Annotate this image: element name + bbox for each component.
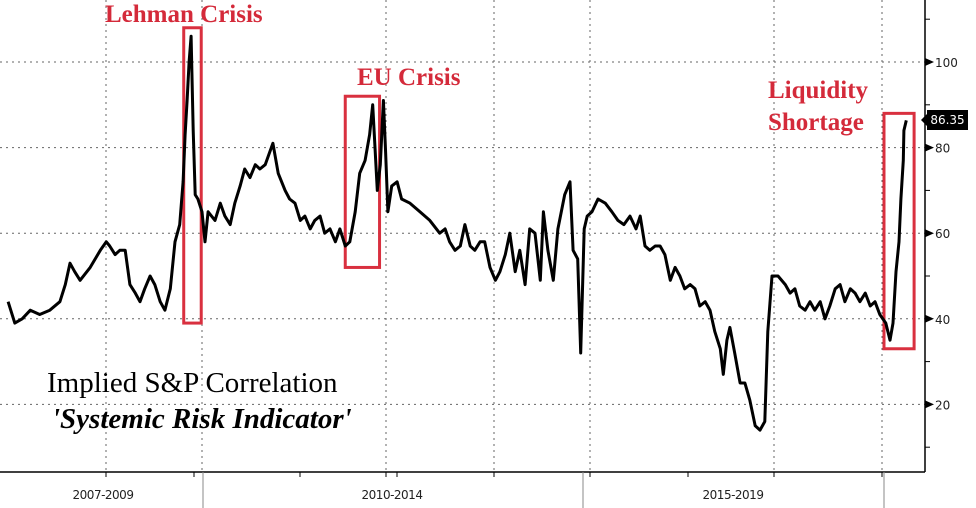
annotation-shortage: Shortage [768,109,864,136]
annotation-liquidity: Liquidity [768,77,869,104]
y-tick-label: 40 [935,313,950,327]
y-axis-ticks: 20 40 60 80 100 [925,18,958,448]
y-tick-label: 80 [935,142,950,156]
x-period-label: 2010-2014 [361,488,423,502]
chart-title: Implied S&P Correlation [47,367,338,399]
y-tick-label: 20 [935,398,950,412]
annotation-lehman: Lehman Crisis [105,1,263,28]
y-tick-label: 60 [935,227,950,241]
x-period-label: 2015-2019 [702,488,764,502]
y-tick-mark [925,400,934,409]
last-value-tag: 86.35 [921,110,968,130]
annotation-box [882,111,916,351]
y-tick-mark [925,314,934,323]
annotation-eu: EU Crisis [357,64,461,91]
x-period-label: 2007-2009 [72,488,134,502]
y-tick-mark [925,143,934,152]
y-tick-mark [925,229,934,238]
chart-subtitle: 'Systemic Risk Indicator' [52,403,352,435]
y-tick-mark [925,58,934,66]
y-tick-label: 100 [935,56,958,70]
series-line [6,34,908,432]
